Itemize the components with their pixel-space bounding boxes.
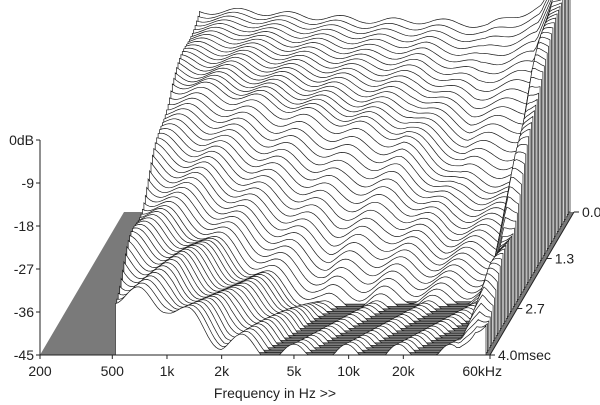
frequency-axis-label: Frequency in Hz >> <box>214 385 336 401</box>
frequency-tick-label-3: 2k <box>214 363 230 379</box>
time-tick-label-0: 0.0 <box>582 204 600 220</box>
frequency-tick-label-7: 60kHz <box>462 363 502 379</box>
level-tick-label-4: -36 <box>14 304 34 320</box>
time-tick-label-1: 1.3 <box>555 251 575 267</box>
level-tick-label-3: -27 <box>14 261 34 277</box>
frequency-tick-label-2: 1k <box>160 363 176 379</box>
level-tick-label-0: 0dB <box>9 132 34 148</box>
level-tick-label-1: -9 <box>22 175 35 191</box>
level-tick-label-5: -45 <box>14 347 34 363</box>
frequency-tick-label-5: 10k <box>337 363 361 379</box>
level-tick-label-2: -18 <box>14 218 34 234</box>
frequency-tick-label-4: 5k <box>287 363 303 379</box>
frequency-tick-label-1: 500 <box>101 363 125 379</box>
frequency-tick-label-0: 200 <box>28 363 52 379</box>
time-axis-line <box>489 211 575 356</box>
frequency-tick-label-6: 20k <box>392 363 416 379</box>
spectral-slices <box>115 0 571 356</box>
axes <box>39 140 575 356</box>
time-tick-label-3: 4.0msec <box>498 347 551 363</box>
time-tick-label-2: 2.7 <box>525 301 545 317</box>
